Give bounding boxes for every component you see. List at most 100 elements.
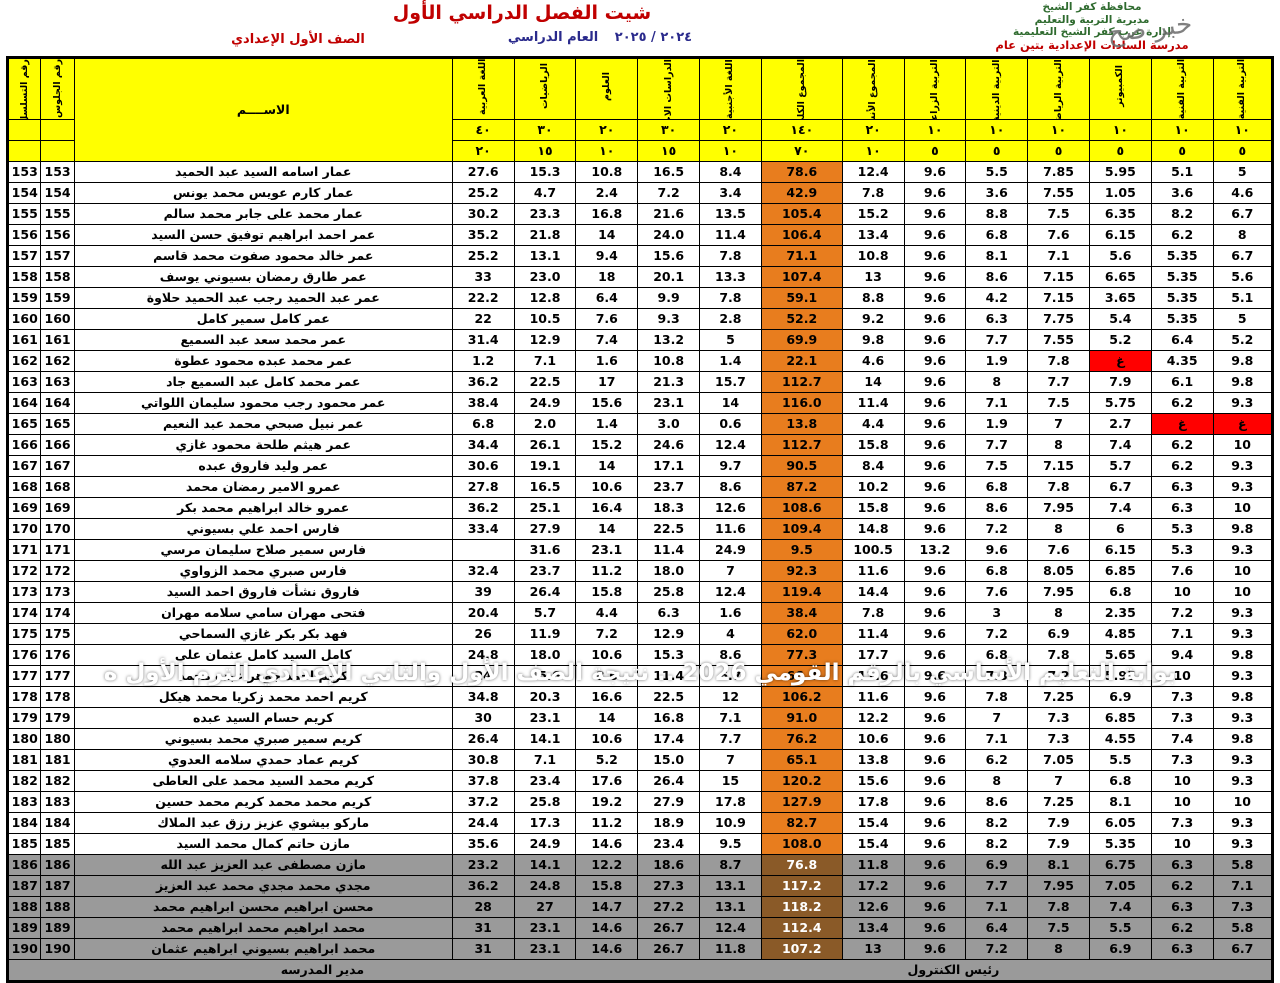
score-cell: 12.6 [699, 497, 762, 519]
seat-number-cell: 166 [40, 434, 75, 456]
score-cell: 6.7 [1212, 245, 1274, 267]
score-cell: 26.4 [637, 770, 701, 792]
score-cell: 9.6 [903, 749, 967, 771]
score-cell: 7.6 [965, 581, 1029, 603]
table-row: 9.3 7.3 6.85 7.3 7 9.6 12.2 91.0 7.1 16.8 14 23.1 30… [6, 707, 1274, 729]
table-row: 9.8 4.35 غ 7.8 1.9 9.6 4.6 22.1 1.4 10.8 1.6 7.1 1.2… [6, 350, 1274, 372]
seat-number-cell: 171 [40, 539, 75, 561]
score-cell: 7.3 [1027, 728, 1090, 750]
subject-header-label: العلوم [600, 71, 612, 101]
seat-number-cell: 177 [40, 665, 75, 687]
total-score-cell: 42.9 [760, 182, 843, 204]
score-cell: 14.8 [841, 518, 905, 540]
subject-header-label: الكمبيوتر [1114, 65, 1126, 107]
score-cell: 8.6 [965, 791, 1029, 813]
score-cell: 5 [1212, 161, 1274, 183]
subject-header-3: التربية الرياضية [1027, 57, 1090, 120]
score-cell: 15.6 [637, 245, 701, 267]
score-cell: 1.05 [1088, 182, 1152, 204]
score-cell: 12 [699, 686, 762, 708]
score-cell: 9.6 [903, 161, 967, 183]
serial-number-cell: 187 [6, 875, 42, 897]
score-cell: 35.6 [451, 833, 515, 855]
subject-header-label: الرياضيات [539, 62, 550, 110]
score-cell: 24.6 [637, 434, 701, 456]
score-cell: 9.6 [903, 854, 967, 876]
table-row: 9.3 10 6.8 7 8 9.6 15.6 120.2 15 26.4 17.6 23.4 37.8… [6, 770, 1274, 792]
score-cell: 9.6 [903, 182, 967, 204]
score-cell: 36.2 [451, 497, 515, 519]
score-cell: 2.35 [1088, 602, 1152, 624]
score-cell: 5.2 [1088, 329, 1152, 351]
score-cell: 7.85 [1027, 161, 1090, 183]
score-cell: 24.4 [451, 812, 515, 834]
subject-header-5: التربية الزراعية [903, 57, 967, 120]
student-name-cell: عمر محمد سعد عبد السميع [73, 329, 453, 351]
score-cell: 26.7 [637, 938, 701, 960]
score-cell: 35.2 [451, 224, 515, 246]
score-cell: 7.2 [637, 182, 701, 204]
max-score-9: ٣٠ [637, 119, 701, 141]
score-cell: 17.7 [841, 644, 905, 666]
table-row: 6.7 5.35 5.6 7.1 8.1 9.6 10.8 71.1 7.8 15.6 9.4 13.… [6, 245, 1274, 267]
score-cell: 11.8 [841, 854, 905, 876]
score-cell: 14 [699, 392, 762, 414]
score-cell: 11.6 [841, 560, 905, 582]
score-cell: 6 [1088, 518, 1152, 540]
score-cell: 5.5 [1088, 749, 1152, 771]
score-cell: 23.3 [513, 203, 577, 225]
total-score-cell: 62.0 [760, 623, 843, 645]
score-cell: 7.5 [965, 455, 1029, 477]
score-cell: غ [1088, 350, 1152, 372]
score-cell: 23.4 [513, 770, 577, 792]
table-row: 4.6 3.6 1.05 7.55 3.6 9.6 7.8 42.9 3.4 7.2 2.4 4.7 2… [6, 182, 1274, 204]
score-cell: 23.7 [513, 560, 577, 582]
subject-header-2: الكمبيوتر [1088, 57, 1152, 120]
score-cell: 7.7 [1027, 371, 1090, 393]
seat-number-cell: 184 [40, 812, 75, 834]
table-row: 9.3 5.3 6.15 7.6 9.6 13.2 100.5 9.5 24.9 11.4 23.1… [6, 539, 1274, 561]
table-row: 9.3 7.3 5.5 7.05 6.2 9.6 13.8 65.1 7 15.0 5.2 7.1 30… [6, 749, 1274, 771]
score-cell: 6.7 [1212, 938, 1274, 960]
score-cell: 9.3 [1212, 539, 1274, 561]
table-row: 9.3 7.2 2.35 8 3 9.6 7.8 38.4 1.6 6.3 4.4 5.7 20.4 فت… [6, 602, 1274, 624]
score-cell: 15.2 [575, 434, 639, 456]
score-cell: 9.6 [903, 245, 967, 267]
student-name-cell: مجدي محمد مجدي محمد عبد العزيز [73, 875, 453, 897]
score-cell: 6.3 [1150, 896, 1214, 918]
score-cell: 6.65 [1088, 266, 1152, 288]
score-cell: 7.5 [1027, 917, 1090, 939]
student-name-cell: عمر محمد كامل عبد السميع جاد [73, 371, 453, 393]
score-cell: 16.8 [575, 203, 639, 225]
score-cell: 6.2 [1150, 917, 1214, 939]
score-cell: 39 [451, 581, 515, 603]
table-row: 5.1 5.35 3.65 7.15 4.2 9.6 8.8 59.1 7.8 9.9 6.4 12.… [6, 287, 1274, 309]
serial-number-cell: 163 [6, 371, 42, 393]
score-cell: 27 [513, 896, 577, 918]
score-cell: 9.8 [1212, 350, 1274, 372]
score-cell: 7.8 [1027, 896, 1090, 918]
min-score-1: ٥ [1150, 140, 1214, 162]
table-row: 5.2 6.4 5.2 7.55 7.7 9.6 9.8 69.9 5 13.2 7.4 12.9 31… [6, 329, 1274, 351]
table-body: 5 5.1 5.95 7.85 5.5 9.6 12.4 78.6 8.4 16.5 10.8 15.… [6, 161, 1274, 960]
max-score-1: ١٠ [1150, 119, 1214, 141]
score-cell: 8.1 [965, 245, 1029, 267]
header-spacer [40, 119, 75, 141]
score-cell: 7.15 [1027, 266, 1090, 288]
score-cell: 9.3 [1212, 392, 1274, 414]
score-cell: 6.85 [1088, 707, 1152, 729]
student-name-cell: عمر احمد ابراهيم توفيق حسن السيد [73, 224, 453, 246]
directorate-label: مديرية التربية والتعليم [1034, 13, 1150, 26]
score-cell: 7.2 [1150, 602, 1214, 624]
student-name-cell: عمر خالد محمود صفوت محمد قاسم [73, 245, 453, 267]
score-cell: 6.75 [1088, 854, 1152, 876]
academic-year-line: ٢٠٢٤ / ٢٠٢٥ العام الدراسي [430, 30, 770, 45]
score-cell: 10.6 [575, 728, 639, 750]
score-cell: 4.6 [1212, 182, 1274, 204]
results-table-wrapper: التربية الفنية (٢) التربية الفنية (١) الكم… [6, 56, 1274, 983]
score-cell: 7.3 [1150, 686, 1214, 708]
score-cell: 7.2 [575, 623, 639, 645]
min-score-5: ٥ [903, 140, 967, 162]
seat-number-cell: 189 [40, 917, 75, 939]
score-cell: 15.0 [637, 749, 701, 771]
